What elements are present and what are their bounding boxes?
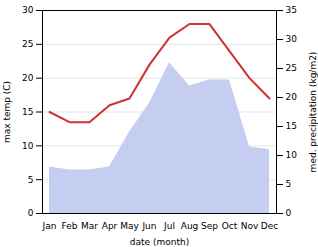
svg-text:Mar: Mar bbox=[81, 221, 98, 231]
svg-text:Nov: Nov bbox=[241, 221, 259, 231]
svg-text:Jan: Jan bbox=[42, 221, 57, 231]
svg-text:35: 35 bbox=[286, 5, 297, 15]
svg-text:May: May bbox=[120, 221, 139, 231]
svg-text:30: 30 bbox=[286, 34, 298, 44]
svg-text:Aug: Aug bbox=[181, 221, 199, 231]
svg-text:25: 25 bbox=[22, 39, 33, 49]
svg-text:15: 15 bbox=[286, 121, 297, 131]
svg-text:date (month): date (month) bbox=[130, 237, 189, 247]
svg-text:10: 10 bbox=[286, 150, 298, 160]
svg-text:25: 25 bbox=[286, 63, 297, 73]
svg-text:Feb: Feb bbox=[62, 221, 78, 231]
svg-text:Oct: Oct bbox=[222, 221, 238, 231]
svg-text:Apr: Apr bbox=[102, 221, 118, 231]
svg-text:5: 5 bbox=[28, 175, 34, 185]
svg-text:0: 0 bbox=[286, 208, 292, 218]
svg-text:10: 10 bbox=[22, 141, 34, 151]
svg-text:Dec: Dec bbox=[261, 221, 278, 231]
svg-text:20: 20 bbox=[286, 92, 298, 102]
svg-text:max temp (C): max temp (C) bbox=[2, 81, 12, 143]
svg-text:15: 15 bbox=[22, 107, 33, 117]
svg-text:20: 20 bbox=[22, 73, 34, 83]
svg-text:0: 0 bbox=[28, 208, 34, 218]
svg-text:Jul: Jul bbox=[163, 221, 175, 231]
svg-text:Sep: Sep bbox=[201, 221, 218, 231]
svg-text:Jun: Jun bbox=[141, 221, 156, 231]
svg-text:30: 30 bbox=[22, 5, 34, 15]
svg-text:med. precipitation (kg/m2): med. precipitation (kg/m2) bbox=[308, 52, 318, 173]
svg-text:5: 5 bbox=[286, 179, 292, 189]
